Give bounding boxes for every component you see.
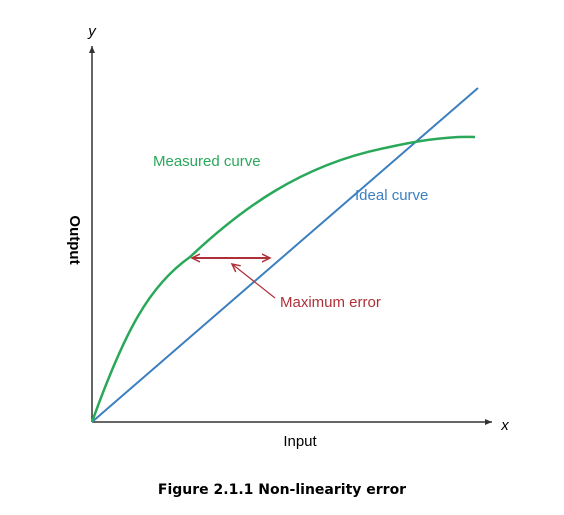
x-axis-symbol: x bbox=[500, 417, 509, 434]
ideal-curve-label: Ideal curve bbox=[355, 187, 428, 204]
error-label: Maximum error bbox=[280, 294, 381, 311]
leader-line bbox=[232, 264, 276, 299]
y-axis-symbol: y bbox=[87, 23, 97, 40]
measured-curve-label: Measured curve bbox=[153, 153, 261, 170]
ideal-curve bbox=[91, 87, 479, 423]
x-axis-title: Input bbox=[283, 433, 317, 450]
caption: Figure 2.1.1 Non-linearity error bbox=[158, 482, 406, 498]
y-axis-title: Output bbox=[66, 215, 83, 264]
measured-curve bbox=[90, 135, 476, 423]
